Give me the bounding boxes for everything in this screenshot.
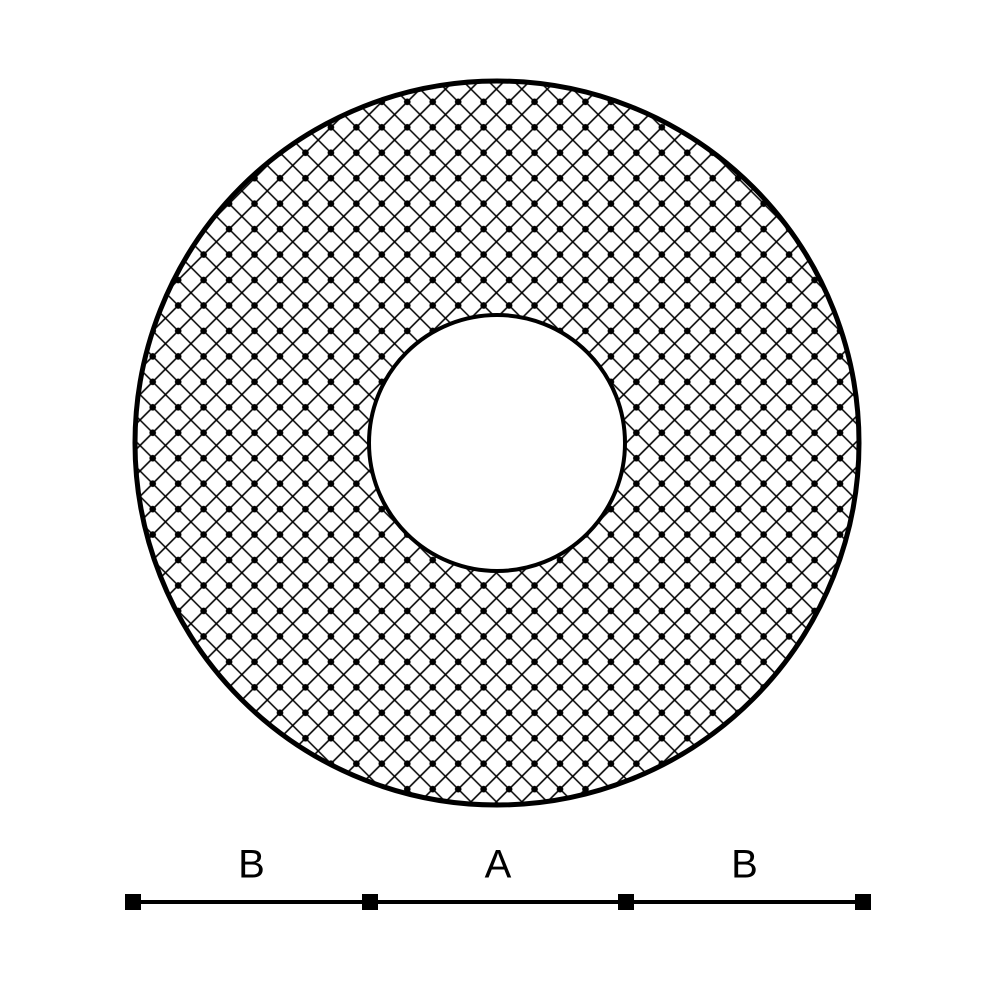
dimension-label-b-right: B — [731, 843, 758, 888]
diagram-container: B A B — [0, 0, 1000, 1000]
dimension-label-b-left: B — [238, 843, 265, 888]
dimension-label-a: A — [485, 843, 512, 888]
